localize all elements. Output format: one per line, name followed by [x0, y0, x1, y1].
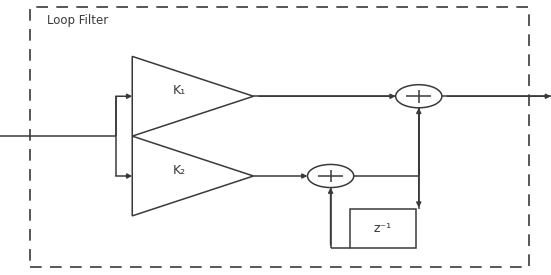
Text: K₁: K₁ — [172, 84, 186, 97]
Bar — [350, 209, 416, 248]
Text: z⁻¹: z⁻¹ — [374, 222, 392, 235]
Text: K₂: K₂ — [172, 164, 186, 177]
Text: Loop Filter: Loop Filter — [47, 14, 108, 27]
